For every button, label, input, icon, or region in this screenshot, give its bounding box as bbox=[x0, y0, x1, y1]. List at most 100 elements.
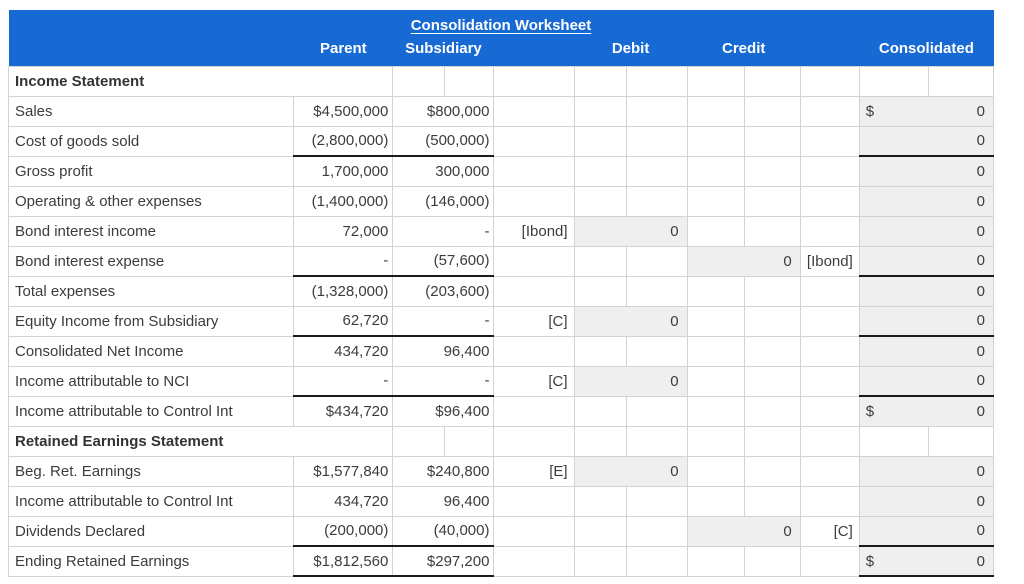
debit-entry-label-cell bbox=[493, 245, 575, 277]
grid-cell bbox=[686, 425, 745, 457]
credit-entry-label-cell bbox=[799, 125, 860, 157]
grid-cell bbox=[686, 455, 745, 487]
debit-entry-label-cell: [E] bbox=[493, 455, 575, 487]
grid-cell bbox=[625, 545, 688, 577]
grid-cell bbox=[573, 545, 627, 577]
grid-cell bbox=[573, 245, 627, 277]
row-label-cell: Consolidated Net Income bbox=[7, 335, 295, 367]
row-label-cell: Bond interest income bbox=[7, 215, 295, 247]
section-row: Retained Earnings Statement bbox=[7, 425, 995, 457]
grid-cell bbox=[743, 485, 801, 517]
data-row: Beg. Ret. Earnings $1,577,840 $240,800 [E] 0… bbox=[7, 455, 995, 487]
credit-entry-label-cell bbox=[799, 455, 860, 487]
column-header-parent: Parent bbox=[293, 40, 393, 66]
credit-entry-label-cell bbox=[799, 305, 860, 337]
grid-cell bbox=[743, 185, 801, 217]
debit-entry-label-cell: [Ibond] bbox=[493, 215, 575, 247]
debit-answer-cell[interactable]: 0 bbox=[573, 305, 688, 337]
parent-value-cell: $1,812,560 bbox=[293, 545, 394, 577]
credit-entry-label-cell bbox=[799, 365, 860, 397]
consolidated-answer-cell[interactable]: 0 bbox=[858, 485, 995, 517]
consolidated-answer-cell[interactable]: 0 bbox=[858, 245, 995, 277]
grid-cell bbox=[573, 395, 627, 427]
row-label-cell: Operating & other expenses bbox=[7, 185, 295, 217]
consolidated-answer-cell[interactable]: 0 bbox=[858, 305, 995, 337]
row-label-cell: Dividends Declared bbox=[7, 515, 295, 547]
consolidated-answer-cell[interactable]: 0 bbox=[858, 275, 995, 307]
credit-answer-cell[interactable]: 0 bbox=[686, 515, 801, 547]
row-label-cell: Bond interest expense bbox=[7, 245, 295, 277]
credit-entry-label-cell: [C] bbox=[799, 515, 860, 547]
grid-cell bbox=[493, 65, 575, 97]
subsidiary-value-cell: (203,600) bbox=[392, 275, 495, 307]
debit-entry-label-cell bbox=[493, 185, 575, 217]
consolidated-answer-cell[interactable]: $0 bbox=[858, 545, 995, 577]
grid-cell bbox=[686, 335, 745, 367]
consolidated-answer-cell[interactable]: $0 bbox=[858, 95, 995, 127]
grid-cell bbox=[743, 395, 801, 427]
consolidated-value: 0 bbox=[976, 462, 985, 480]
consolidated-value: 0 bbox=[976, 342, 985, 360]
grid-cell bbox=[743, 305, 801, 337]
subsidiary-value-cell: $297,200 bbox=[392, 545, 495, 577]
grid-cell bbox=[625, 245, 688, 277]
consolidated-answer-cell[interactable]: 0 bbox=[858, 155, 995, 187]
grid-cell bbox=[743, 365, 801, 397]
row-label-cell: Gross profit bbox=[7, 155, 295, 187]
grid-cell bbox=[686, 65, 745, 97]
grid-cell bbox=[858, 65, 929, 97]
dollar-sign: $ bbox=[865, 402, 875, 420]
section-title-cell: Income Statement bbox=[7, 65, 394, 97]
consolidated-answer-cell[interactable]: 0 bbox=[858, 215, 995, 247]
subsidiary-value-cell: 96,400 bbox=[392, 485, 495, 517]
grid-cell bbox=[444, 425, 495, 457]
debit-answer-cell[interactable]: 0 bbox=[573, 455, 688, 487]
grid-cell bbox=[625, 275, 688, 307]
data-row: Ending Retained Earnings $1,812,560 $297,2… bbox=[7, 545, 995, 577]
consolidated-value: 0 bbox=[976, 252, 985, 270]
parent-value-cell: $434,720 bbox=[293, 395, 394, 427]
row-label-cell: Ending Retained Earnings bbox=[7, 545, 295, 577]
grid-cell bbox=[686, 485, 745, 517]
row-label-cell: Equity Income from Subsidiary bbox=[7, 305, 295, 337]
grid-cell bbox=[743, 335, 801, 367]
consolidated-answer-cell[interactable]: 0 bbox=[858, 455, 995, 487]
debit-entry-label-cell bbox=[493, 125, 575, 157]
consolidated-answer-cell[interactable]: 0 bbox=[858, 185, 995, 217]
debit-answer-cell[interactable]: 0 bbox=[573, 215, 688, 247]
consolidated-answer-cell[interactable]: 0 bbox=[858, 515, 995, 547]
column-header-subsidiary: Subsidiary bbox=[392, 40, 494, 66]
consolidated-value: 0 bbox=[976, 402, 985, 420]
consolidated-answer-cell[interactable]: $0 bbox=[858, 395, 995, 427]
consolidated-answer-cell[interactable]: 0 bbox=[858, 365, 995, 397]
grid-cell bbox=[743, 95, 801, 127]
consolidated-value: 0 bbox=[976, 102, 985, 120]
worksheet-title-cell: Consolidation Worksheet bbox=[8, 10, 994, 40]
data-row: Income attributable to NCI - - [C] 0 0 bbox=[7, 365, 995, 397]
grid-cell bbox=[625, 95, 688, 127]
consolidated-answer-cell[interactable]: 0 bbox=[858, 335, 995, 367]
header-spacer bbox=[800, 40, 860, 66]
row-label-cell: Cost of goods sold bbox=[7, 125, 295, 157]
debit-answer-cell[interactable]: 0 bbox=[573, 365, 688, 397]
grid-cell bbox=[625, 485, 688, 517]
credit-answer-cell[interactable]: 0 bbox=[686, 245, 801, 277]
consolidated-value: 0 bbox=[976, 372, 985, 390]
data-row: Equity Income from Subsidiary 62,720- [C] 0… bbox=[7, 305, 995, 337]
credit-entry-label-cell bbox=[799, 155, 860, 187]
consolidated-answer-cell[interactable]: 0 bbox=[858, 125, 995, 157]
debit-entry-label-cell: [C] bbox=[493, 365, 575, 397]
parent-value-cell: 434,720 bbox=[293, 485, 394, 517]
grid-cell bbox=[686, 545, 745, 577]
column-header-credit: Credit bbox=[687, 40, 801, 66]
grid-cell bbox=[573, 95, 627, 127]
grid-cell bbox=[573, 485, 627, 517]
grid-cell bbox=[625, 395, 688, 427]
credit-entry-label-cell bbox=[799, 185, 860, 217]
grid-cell bbox=[573, 425, 627, 457]
grid-cell bbox=[625, 335, 688, 367]
grid-cell bbox=[799, 425, 860, 457]
parent-value-cell: - bbox=[293, 365, 394, 397]
grid-cell bbox=[743, 125, 801, 157]
grid-cell bbox=[625, 125, 688, 157]
